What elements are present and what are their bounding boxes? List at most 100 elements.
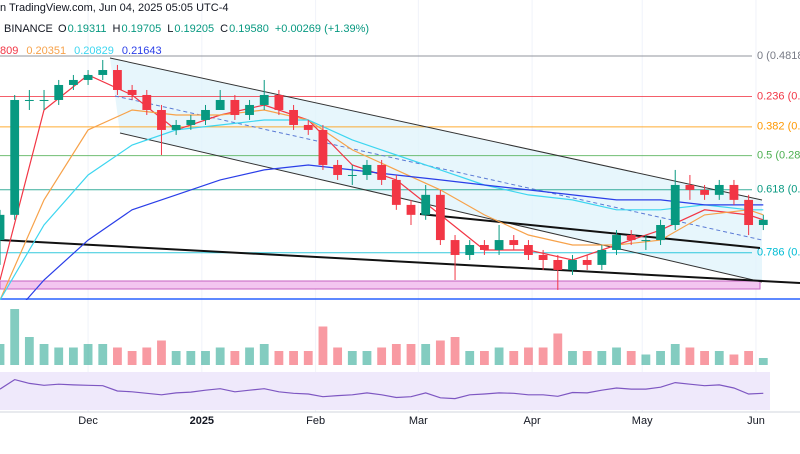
candle-body — [274, 94, 284, 110]
volume-bar — [333, 347, 343, 365]
x-tick-label: Feb — [306, 415, 325, 427]
ma-value: 0.21643 — [122, 45, 162, 57]
candle-body — [553, 259, 563, 270]
candle-body — [656, 225, 665, 241]
candle-body — [230, 99, 240, 115]
volume-bar — [127, 351, 137, 365]
volume-bar — [744, 351, 754, 365]
candle-body — [435, 194, 445, 241]
volume-bar — [113, 347, 122, 365]
volume-bar — [582, 351, 592, 365]
volume-bar — [303, 351, 313, 365]
candle-body — [318, 129, 328, 165]
header-source: n TradingView.com, Jun 04, 2025 05:05 UT… — [0, 2, 229, 14]
candle-body — [259, 94, 269, 105]
channel-mid — [114, 95, 763, 241]
candle-body — [714, 184, 724, 195]
trendline — [419, 213, 761, 249]
ohlc-label: C — [220, 23, 228, 35]
candle-body — [391, 179, 401, 205]
ohlc-value: 0.19705 — [121, 23, 161, 35]
volume-bar — [259, 344, 269, 365]
x-tick-label: May — [632, 415, 653, 427]
candle-body — [597, 249, 607, 265]
x-tick-label: Apr — [524, 415, 541, 427]
volume-bar — [700, 351, 709, 365]
candle-body — [509, 240, 519, 246]
channel-top — [109, 57, 763, 201]
volume-bar — [553, 333, 563, 365]
volume-bar — [538, 347, 548, 365]
volume-bar — [362, 351, 372, 365]
candle-body — [406, 204, 416, 215]
candle-body — [0, 214, 5, 241]
fib-label: 0 (0.48180) — [757, 50, 800, 62]
candle-body — [641, 240, 651, 242]
candle-body — [494, 240, 504, 250]
candle-body — [465, 245, 475, 255]
fib-label: 0.786 (0.16 — [757, 247, 800, 259]
volume-bar — [54, 347, 64, 365]
fib-label: 0.236 (0.38 — [757, 90, 800, 102]
volume-bar — [10, 309, 20, 365]
x-tick-label: Dec — [78, 415, 98, 427]
candle-body — [245, 104, 254, 115]
candle-body — [142, 94, 152, 110]
volume-bar — [597, 351, 607, 365]
candle-body — [626, 235, 636, 241]
rsi-panel — [0, 372, 770, 410]
candle-body — [157, 109, 166, 130]
candle-body — [113, 70, 122, 90]
candle-body — [186, 119, 196, 125]
ohlc-value: 0.19580 — [229, 23, 269, 35]
channel-fill — [110, 58, 762, 282]
fib-label: 0.5 (0.2811 — [757, 150, 800, 162]
candle-body — [10, 99, 20, 215]
candle-body — [758, 219, 768, 226]
candle-body — [347, 174, 357, 176]
volume-bar — [274, 351, 284, 365]
trendline — [0, 239, 800, 284]
volume-bar — [406, 344, 416, 365]
volume-bar — [494, 347, 504, 365]
volume-bar — [568, 351, 577, 365]
volume-bar — [245, 347, 254, 365]
ohlc-change: +0.00269 (+1.39%) — [275, 23, 369, 35]
rsi-line — [0, 378, 764, 400]
volume-bar — [215, 347, 225, 365]
volume-bar — [435, 340, 445, 365]
candle-body — [582, 259, 592, 265]
volume-bar — [171, 351, 181, 365]
header-exchange: BINANCE — [4, 23, 53, 35]
candle-body — [303, 124, 313, 130]
candle-body — [377, 164, 387, 180]
volume-bar — [289, 351, 298, 365]
volume-bar — [612, 347, 621, 365]
zone-box — [0, 280, 761, 290]
candle-body — [450, 240, 460, 255]
candle-body — [538, 254, 548, 260]
x-tick-label: Mar — [409, 415, 428, 427]
candle-body — [127, 89, 137, 95]
volume-bar — [641, 354, 651, 365]
volume-bar — [509, 351, 519, 365]
candle-body — [68, 79, 78, 85]
candle-body — [421, 194, 431, 215]
volume-bar — [68, 347, 78, 365]
volume-bar — [656, 351, 665, 365]
candle-body — [362, 164, 372, 175]
candle-body — [670, 184, 680, 226]
moving-average — [0, 119, 764, 300]
candle-body — [729, 184, 739, 200]
volume-bar — [670, 344, 680, 365]
candle-body — [201, 109, 210, 120]
candle-body — [480, 245, 489, 250]
volume-bar — [201, 351, 210, 365]
volume-bar — [142, 347, 152, 365]
volume-bar — [465, 351, 475, 365]
fib-label: 0.618 (0.23 — [757, 184, 800, 196]
volume-bar — [318, 326, 328, 365]
candle-body — [98, 70, 108, 75]
